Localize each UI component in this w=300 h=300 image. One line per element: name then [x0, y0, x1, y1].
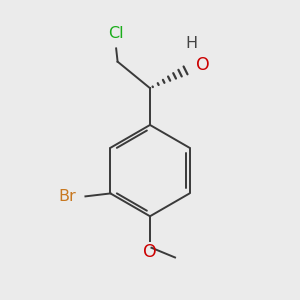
Text: O: O	[196, 56, 209, 74]
Text: Cl: Cl	[108, 26, 124, 41]
Text: O: O	[143, 243, 157, 261]
Text: H: H	[185, 36, 197, 51]
Text: Br: Br	[59, 189, 76, 204]
